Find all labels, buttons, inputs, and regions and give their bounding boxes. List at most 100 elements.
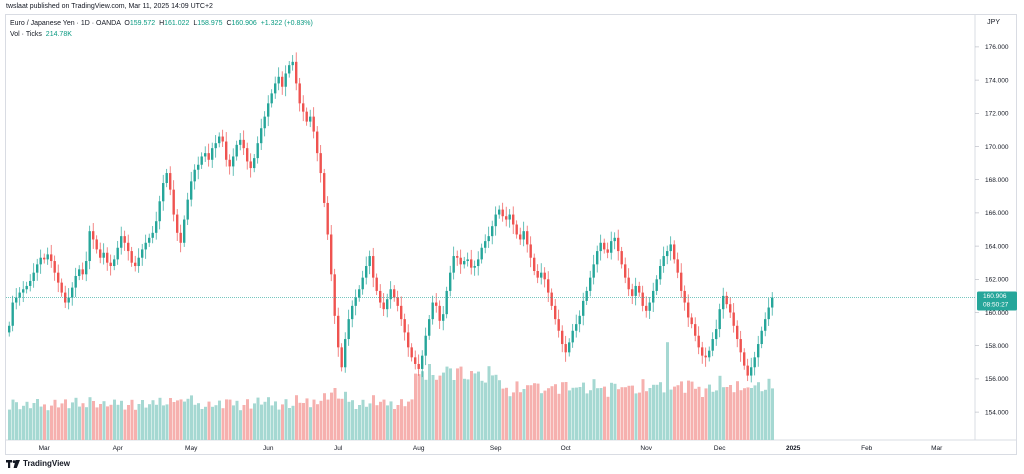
symbol-title[interactable]: Euro / Japanese Yen · 1D · OANDA [10,20,121,27]
candle-body [536,271,539,278]
currency-label[interactable]: JPY [987,19,1000,26]
volume-bar [536,383,540,440]
volume-bar [281,404,284,440]
volume-bar [267,397,270,440]
volume-bar [652,384,655,440]
candle-body [151,232,154,238]
candle-body [64,292,67,303]
volume-bar [137,404,141,440]
candle-body [634,285,637,296]
candle-body [155,221,158,233]
volume-bar [36,399,39,440]
candle-body [683,290,686,303]
volume-bar [725,387,729,440]
volume-bar [179,399,183,440]
candle-body [351,305,354,320]
volume-bar [120,400,123,440]
candle-body [627,277,630,290]
volume-bar [270,405,274,440]
volume-bar [484,382,487,440]
candle-body [134,262,137,267]
candle-body [729,304,732,313]
volume-bar [11,399,15,440]
volume-bar [491,375,494,440]
volume-bar [648,388,652,440]
candle-body [690,317,693,325]
volume-bar [67,408,71,440]
volume-bar [288,408,291,440]
volume-bar [739,390,743,440]
volume-bar [386,405,389,440]
volume-bar [200,409,204,440]
candle-body [757,344,760,358]
candle-body [113,259,116,267]
volume-bar [676,385,680,440]
time-tick-label: May [185,445,198,452]
volume-bar [522,389,526,440]
volume-bar [452,380,456,440]
candle-body [421,355,424,369]
volume-bar [515,381,519,440]
candle-body [57,272,60,283]
candle-body [60,282,63,293]
candle-body [697,335,700,348]
time-axis[interactable]: Mar Apr May Jun Jul Aug Sep Oct Nov Dec 2025 Feb Mar [39,445,944,452]
candle-body [708,350,711,358]
volume-bar [561,382,564,440]
candle-body [463,261,466,265]
candle-body [585,290,588,301]
price-axis[interactable]: 154.000 156.000 158.000 160.000 162.000 164.0… [975,44,1009,416]
candle-body [176,214,179,233]
volume-bar [316,404,319,440]
volume-bar [85,407,88,440]
time-tick-label: Jun [263,445,274,452]
volume-bar [543,390,547,440]
volume-bar [260,404,263,440]
candle-body [477,259,480,267]
volume-bar [442,372,445,440]
price-tick-label: 158.000 [985,343,1009,350]
last-price-tag: 160.906 08:50:27 [977,291,1017,311]
candle-body [232,156,235,167]
candle-body [109,262,112,267]
candle-body [676,259,679,273]
volume-bar [732,392,736,440]
candle-body [382,302,385,310]
volume-bar [645,391,648,440]
candle-body [645,305,648,311]
volume-bar [43,404,46,440]
volume-bar [102,401,106,440]
volume-bar [582,382,585,440]
volume-bar [158,397,162,440]
footer-brand[interactable]: TradingView [6,459,70,468]
candle-body [365,266,368,278]
volume-label[interactable]: Vol · Ticks [10,31,42,38]
volume-bar [701,397,704,440]
candle-body [284,73,287,87]
volume-bar [424,379,428,440]
countdown-value: 08:50:27 [983,301,1009,308]
volume-bar [596,388,599,440]
candle-body [487,236,490,242]
candle-body [214,143,217,149]
volume-bar [589,390,592,440]
candle-body [277,76,280,84]
volume-bar [634,393,638,440]
volume-bar [274,401,277,440]
volume-bar [613,383,617,440]
candle-body [372,256,375,278]
volume-bar [368,403,372,440]
candle-body [484,241,487,248]
volume-bar [232,405,235,440]
volume-bar [337,398,340,440]
candle-body [361,277,364,290]
candle-body [522,231,525,240]
candle-body [606,249,609,253]
time-tick-label: Feb [861,445,873,452]
candle-body [228,159,231,167]
volume-bar [599,388,603,440]
volume-bar [501,388,505,440]
candle-body [547,279,550,293]
candle-body [22,289,25,293]
